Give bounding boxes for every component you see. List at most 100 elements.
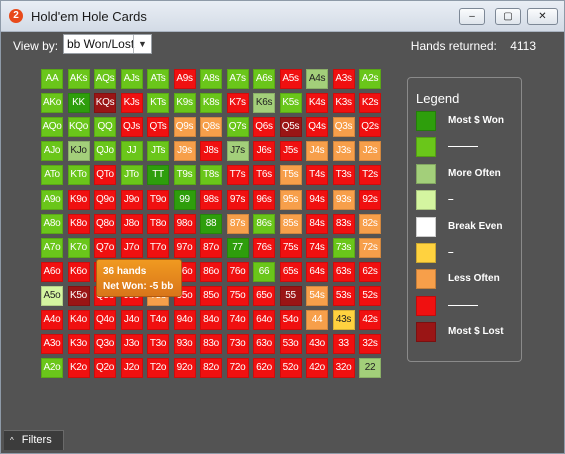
filters-toggle[interactable]: ^ Filters — [4, 430, 64, 450]
hand-cell[interactable]: J2o — [120, 358, 143, 379]
hand-cell[interactable]: K9o — [67, 189, 90, 210]
hand-cell[interactable]: 62o — [253, 358, 275, 379]
hand-cell[interactable]: Q4o — [94, 310, 116, 330]
hand-cell[interactable]: K5s — [279, 93, 302, 114]
hand-cell[interactable]: 62s — [359, 261, 381, 282]
view-by-dropdown[interactable]: bb Won/Lost ▼ — [63, 34, 152, 54]
hand-cell[interactable]: A9o — [41, 189, 63, 210]
hand-cell[interactable]: 88 — [200, 213, 222, 234]
hand-cell[interactable]: 43s — [332, 310, 355, 330]
hand-cell[interactable]: 65o — [253, 285, 275, 306]
hand-cell[interactable]: A9s — [173, 69, 196, 89]
hand-cell[interactable]: J8s — [200, 141, 222, 162]
hand-cell[interactable]: T9s — [173, 165, 196, 186]
hand-cell[interactable]: 63s — [332, 261, 355, 282]
hand-cell[interactable]: T4s — [306, 165, 328, 186]
hand-cell[interactable]: Q7o — [94, 237, 116, 258]
hand-cell[interactable]: T9o — [147, 189, 169, 210]
hand-cell[interactable]: 53o — [279, 334, 302, 355]
hand-cell[interactable]: 65s — [279, 261, 302, 282]
hand-cell[interactable]: 75o — [226, 285, 249, 306]
hand-cell[interactable]: QQ — [94, 117, 116, 138]
hand-cell[interactable]: 33 — [332, 334, 355, 355]
hand-cell[interactable]: 98o — [173, 213, 196, 234]
hand-cell[interactable]: 75s — [279, 237, 302, 258]
hand-cell[interactable]: ATs — [147, 69, 169, 89]
hand-cell[interactable]: 93o — [173, 334, 196, 355]
hand-cell[interactable]: A5s — [279, 69, 302, 89]
hand-cell[interactable]: KQo — [67, 117, 90, 138]
hand-cell[interactable]: 87s — [226, 213, 249, 234]
hand-cell[interactable]: K6o — [67, 261, 90, 282]
hand-cell[interactable]: J7s — [226, 141, 249, 162]
hand-cell[interactable]: KJs — [120, 93, 143, 114]
hand-cell[interactable]: 64s — [306, 261, 328, 282]
hand-cell[interactable]: Q7s — [226, 117, 249, 138]
hand-cell[interactable]: 77 — [226, 237, 249, 258]
hand-cell[interactable]: J4s — [306, 141, 328, 162]
hand-cell[interactable]: A5o — [41, 285, 63, 306]
hand-cell[interactable]: KK — [67, 93, 90, 114]
hand-cell[interactable]: 82o — [200, 358, 222, 379]
hand-cell[interactable]: 94o — [173, 310, 196, 330]
hand-cell[interactable]: 42o — [306, 358, 328, 379]
hand-cell[interactable]: K7o — [67, 237, 90, 258]
hand-cell[interactable]: 82s — [359, 213, 381, 234]
hand-cell[interactable]: K7s — [226, 93, 249, 114]
close-button[interactable]: ✕ — [527, 8, 558, 25]
hand-cell[interactable]: Q8o — [94, 213, 116, 234]
hand-cell[interactable]: 74o — [226, 310, 249, 330]
hand-cell[interactable]: Q8s — [200, 117, 222, 138]
hand-cell[interactable]: 96s — [253, 189, 275, 210]
hand-cell[interactable]: K2s — [359, 93, 381, 114]
hand-cell[interactable]: 73o — [226, 334, 249, 355]
hand-cell[interactable]: J5s — [279, 141, 302, 162]
hand-cell[interactable]: 93s — [332, 189, 355, 210]
hand-cell[interactable]: A2s — [359, 69, 381, 89]
hand-cell[interactable]: Q5s — [279, 117, 302, 138]
hand-cell[interactable]: 99 — [173, 189, 196, 210]
hand-cell[interactable]: 97o — [173, 237, 196, 258]
hand-cell[interactable]: AJs — [120, 69, 143, 89]
hand-cell[interactable]: 53s — [332, 285, 355, 306]
hand-cell[interactable]: QTs — [147, 117, 169, 138]
hand-cell[interactable]: J2s — [359, 141, 381, 162]
hand-cell[interactable]: A7s — [226, 69, 249, 89]
minimize-button[interactable]: – — [459, 8, 485, 25]
hand-cell[interactable]: Q2o — [94, 358, 116, 379]
hand-cell[interactable]: 74s — [306, 237, 328, 258]
hand-cell[interactable]: AJo — [41, 141, 63, 162]
hand-cell[interactable]: 44 — [306, 310, 328, 330]
chevron-down-icon[interactable]: ▼ — [133, 35, 151, 53]
hand-cell[interactable]: J9s — [173, 141, 196, 162]
hand-cell[interactable]: J8o — [120, 213, 143, 234]
hand-cell[interactable]: 86s — [253, 213, 275, 234]
hand-cell[interactable]: T8s — [200, 165, 222, 186]
hand-cell[interactable]: 66 — [253, 261, 275, 282]
hand-cell[interactable]: AQs — [94, 69, 116, 89]
hand-cell[interactable]: AKs — [67, 69, 90, 89]
hand-cell[interactable]: 85s — [279, 213, 302, 234]
hand-cell[interactable]: 55 — [279, 285, 302, 306]
hand-cell[interactable]: A8s — [200, 69, 222, 89]
hand-cell[interactable]: 83s — [332, 213, 355, 234]
hand-cell[interactable]: JTo — [120, 165, 143, 186]
hand-cell[interactable]: KTs — [147, 93, 169, 114]
hand-cell[interactable]: 54o — [279, 310, 302, 330]
hand-cell[interactable]: T2s — [359, 165, 381, 186]
hand-cell[interactable]: 76s — [253, 237, 275, 258]
hand-cell[interactable]: QJo — [94, 141, 116, 162]
hand-cell[interactable]: QTo — [94, 165, 116, 186]
hand-cell[interactable]: J3s — [332, 141, 355, 162]
hand-cell[interactable]: 98s — [200, 189, 222, 210]
hand-cell[interactable]: 76o — [226, 261, 249, 282]
hand-cell[interactable]: 32s — [359, 334, 381, 355]
hand-cell[interactable]: K3s — [332, 93, 355, 114]
hand-cell[interactable]: T2o — [147, 358, 169, 379]
hand-cell[interactable]: KTo — [67, 165, 90, 186]
hand-cell[interactable]: 92s — [359, 189, 381, 210]
hand-cell[interactable]: 32o — [332, 358, 355, 379]
hand-cell[interactable]: AKo — [41, 93, 63, 114]
maximize-button[interactable]: ▢ — [495, 8, 521, 25]
hand-cell[interactable]: 94s — [306, 189, 328, 210]
